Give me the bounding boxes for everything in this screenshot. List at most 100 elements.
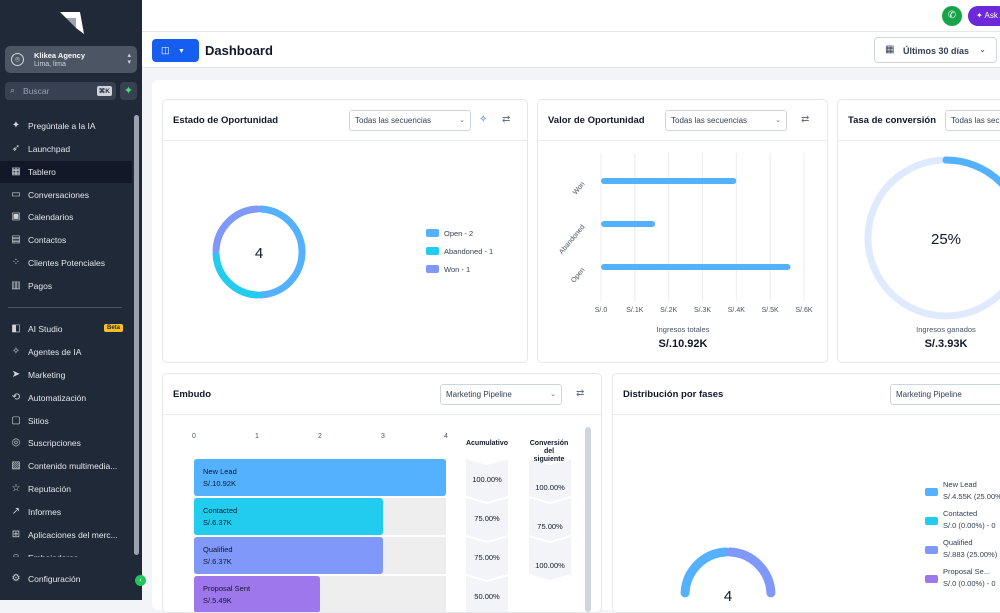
- legend-label-3: Proposal Se...: [943, 567, 990, 576]
- ambassadors-icon: ☺: [10, 552, 22, 557]
- dashboard-switcher-button[interactable]: ◫ ▼: [152, 39, 199, 62]
- funnel-stage-label-3: Proposal Sent: [203, 584, 251, 593]
- sidebar-item-3[interactable]: ▭ Conversaciones: [0, 184, 132, 206]
- card-distribucion-fases: Distribución por fases Marketing Pipelin…: [612, 373, 1000, 613]
- funnel-stage-amount-2: S/.6.37K: [203, 557, 232, 566]
- sidebar-item-18[interactable]: ☺ Embajadores: [0, 547, 132, 557]
- x-tick-label-3: 3: [381, 433, 385, 440]
- funnel-stage-amount-3: S/.5.49K: [203, 596, 232, 605]
- chat-icon: ▭: [11, 189, 21, 200]
- sidebar-scrollbar[interactable]: [134, 115, 139, 555]
- sidebar-item-9[interactable]: ✧ Agentes de IA: [0, 341, 132, 363]
- sidebar-item-label: AI Studio: [28, 324, 63, 334]
- sidebar-item-1[interactable]: ➶ Launchpad: [0, 138, 132, 160]
- search-input[interactable]: ⌕ Buscar ⌘K: [5, 82, 116, 100]
- donut-center-label: 4: [724, 588, 732, 605]
- sidebar-item-10[interactable]: ➤ Marketing: [0, 364, 132, 386]
- beta-badge: Beta: [104, 324, 124, 332]
- sidebar-item-2[interactable]: ▦ Tablero: [0, 161, 132, 183]
- nav-divider: [8, 307, 122, 308]
- estado-donut-chart: 4 Open - 2 Abandoned - 1 Won - 1: [212, 205, 493, 299]
- sidebar-item-14[interactable]: ▨ Contenido multimedia...: [0, 455, 132, 477]
- sparkle-icon: ✦: [976, 11, 983, 20]
- bar-0: [601, 178, 737, 184]
- sidebar-item-label: Sitios: [28, 416, 49, 426]
- ask-ai-button[interactable]: ✦ Ask AI: [968, 6, 1000, 26]
- select-value: Todas las secuencias: [671, 116, 748, 125]
- legend-value-0: S/.4.55K (25.00%): [943, 492, 1000, 501]
- sidebar-item-0[interactable]: ✦ Pregúntale a la IA: [0, 115, 132, 137]
- card-header: Tasa de conversión Todas las secuencias: [838, 100, 1000, 141]
- acum-value-3: 50.00%: [474, 592, 500, 601]
- sequence-filter-select[interactable]: Todas las secuencias: [945, 110, 1000, 131]
- sequence-filter-select[interactable]: Todas las secuencias ⌄: [349, 110, 471, 131]
- conv-chevron-0: [529, 459, 571, 502]
- pipeline-filter-select[interactable]: Marketing Pipeline: [890, 384, 1000, 405]
- date-range-select[interactable]: ▦ Últimos 30 días ⌄: [874, 37, 997, 63]
- x-tick-label-2: 2: [318, 433, 322, 440]
- sidebar-item-15[interactable]: ☆ Reputación: [0, 478, 132, 500]
- sequence-filter-select[interactable]: Todas las secuencias ⌄: [665, 110, 787, 131]
- account-name: Klikea Agency: [34, 51, 85, 60]
- sidebar-item-label: Agentes de IA: [28, 347, 82, 357]
- search-placeholder: Buscar: [23, 86, 50, 96]
- sidebar-item-12[interactable]: ▢ Sitios: [0, 410, 132, 432]
- sidebar-item-label: Informes: [28, 507, 62, 517]
- conv-chevron-1: [529, 498, 571, 541]
- chevron-down-icon: ▼: [178, 48, 185, 55]
- card-valor-oportunidad: Valor de Oportunidad Todas las secuencia…: [537, 99, 828, 363]
- filter-toggle-icon[interactable]: ⇄: [502, 114, 511, 125]
- col-header-acumulativo: Acumulativo: [466, 440, 508, 447]
- filter-toggle-icon[interactable]: ⇄: [801, 114, 810, 125]
- phone-icon: ✆: [947, 10, 957, 21]
- funnel-stage-amount-1: S/.6.37K: [203, 518, 232, 527]
- sidebar-item-label: Calendarios: [28, 212, 74, 222]
- send-icon: ➤: [11, 369, 21, 380]
- sidebar-item-16[interactable]: ↗ Informes: [0, 501, 132, 523]
- pipeline-filter-select[interactable]: Marketing Pipeline ⌄: [440, 384, 562, 405]
- sidebar-item-label: Launchpad: [28, 144, 71, 154]
- phone-button[interactable]: ✆: [942, 6, 962, 26]
- account-switcher[interactable]: ⌾ Klikea Agency Lima, lima ▴ ▾: [5, 46, 137, 73]
- sidebar-item-5[interactable]: ▤ Contactos: [0, 229, 132, 251]
- funnel-stage-amount-0: S/.10.92K: [203, 479, 236, 488]
- acum-value-1: 75.00%: [474, 514, 500, 523]
- calendar-icon: ▦: [885, 44, 895, 55]
- agents-icon: ✧: [11, 346, 21, 357]
- rocket-icon: ➶: [11, 143, 21, 154]
- card-header: Valor de Oportunidad Todas las secuencia…: [538, 100, 827, 141]
- sidebar-item-label: Clientes Potenciales: [28, 258, 106, 268]
- page-header: ◫ ▼ Dashboard ▦ Últimos 30 días ⌄: [142, 32, 1000, 68]
- location-pin-icon: ⌾: [11, 53, 24, 66]
- sidebar-item-6[interactable]: ⁘ Clientes Potenciales: [0, 252, 132, 274]
- leads-icon: ⁘: [11, 257, 21, 268]
- app-logo-icon[interactable]: [58, 10, 86, 36]
- x-tick-label-4: 4: [444, 433, 448, 440]
- card-header: Embudo Marketing Pipeline ⌄ ⇄: [163, 374, 601, 415]
- x-tick-label-1: S/.1K: [626, 307, 643, 314]
- sidebar-item-11[interactable]: ⟲ Automatización: [0, 387, 132, 409]
- calendar-icon: ▣: [11, 211, 21, 222]
- collapse-sidebar-button[interactable]: ‹: [135, 575, 146, 586]
- conv-value-2: 100.00%: [535, 561, 565, 570]
- sidebar-item-settings[interactable]: ⚙ Configuración: [0, 568, 132, 590]
- sidebar-item-8[interactable]: ◧ AI Studio Beta: [0, 318, 132, 340]
- filter-toggle-icon[interactable]: ⇄: [576, 388, 585, 399]
- search-icon: ⌕: [10, 85, 16, 95]
- funnel-stage-label-1: Contacted: [203, 506, 237, 515]
- chevron-down-icon: ⌄: [550, 391, 556, 398]
- sidebar-item-7[interactable]: ▥ Pagos: [0, 275, 132, 297]
- magic-icon[interactable]: ✧: [479, 114, 488, 125]
- acum-chevron-0: [466, 459, 508, 502]
- sidebar-item-13[interactable]: ◎ Suscripciones: [0, 432, 132, 454]
- quick-add-button[interactable]: ✦: [120, 82, 137, 100]
- funnel-scrollbar: [585, 427, 591, 612]
- acum-value-2: 75.00%: [474, 553, 500, 562]
- chart-total: S/.10.92K: [659, 338, 708, 350]
- sparkle-icon: ✦: [11, 120, 21, 131]
- y-tick-label-1: Abandoned: [558, 224, 586, 256]
- sidebar-item-4[interactable]: ▣ Calendarios: [0, 206, 132, 228]
- funnel-bar-1: [194, 498, 383, 535]
- sidebar-item-17[interactable]: ⊞ Aplicaciones del merc...: [0, 524, 132, 546]
- acum-chevron-2: [466, 537, 508, 580]
